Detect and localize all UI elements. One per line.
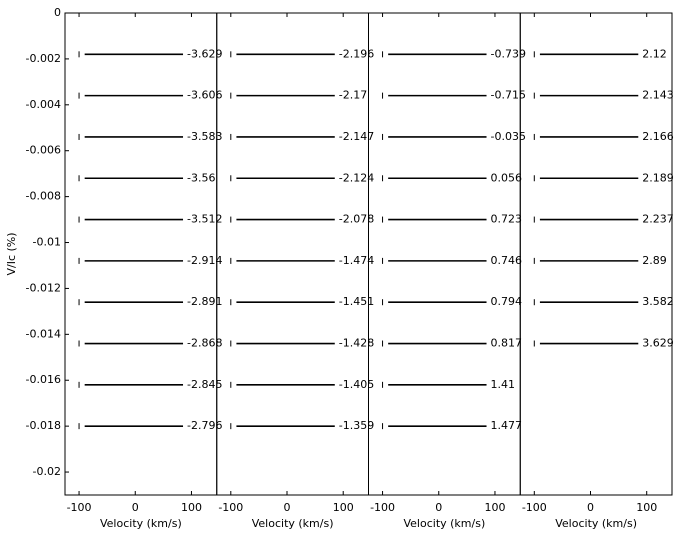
x-tick-label: 100 <box>636 501 657 514</box>
phase-label: -1.405 <box>339 378 374 391</box>
x-axis-label: Velocity (km/s) <box>100 517 182 530</box>
x-tick-label: 100 <box>181 501 202 514</box>
phase-label: 0.723 <box>491 213 523 226</box>
y-tick-label: -0.004 <box>26 98 61 111</box>
phase-label: -1.474 <box>339 254 374 267</box>
phase-label: 0.817 <box>491 337 523 350</box>
phase-label: -3.629 <box>187 47 222 60</box>
phase-label: -2.914 <box>187 254 222 267</box>
phase-label: -2.868 <box>187 337 222 350</box>
x-axis-label: Velocity (km/s) <box>403 517 485 530</box>
phase-label: 2.166 <box>642 130 674 143</box>
y-tick-label: -0.012 <box>26 281 61 294</box>
phase-label: -2.845 <box>187 378 222 391</box>
phase-label: 2.237 <box>642 213 674 226</box>
phase-label: -2.196 <box>339 47 374 60</box>
phase-label: -1.428 <box>339 337 374 350</box>
phase-label: -3.606 <box>187 89 222 102</box>
x-tick-label: 100 <box>484 501 505 514</box>
y-tick-label: -0.014 <box>26 327 61 340</box>
x-tick-label: -100 <box>370 501 395 514</box>
phase-label: -2.891 <box>187 295 222 308</box>
phase-label: -1.451 <box>339 295 374 308</box>
phase-label: -1.359 <box>339 419 374 432</box>
panel-frame <box>519 12 673 496</box>
phase-label: -0.739 <box>491 47 526 60</box>
x-tick-label: 100 <box>333 501 354 514</box>
phase-label: -3.512 <box>187 213 222 226</box>
phase-label: -0.715 <box>491 89 526 102</box>
x-tick-label: -100 <box>218 501 243 514</box>
y-tick-label: -0.01 <box>33 236 61 249</box>
phase-label: 3.582 <box>642 295 674 308</box>
x-tick-label: -100 <box>67 501 92 514</box>
phase-label: -2.796 <box>187 419 222 432</box>
phase-label: -2.078 <box>339 213 374 226</box>
phase-label: -2.124 <box>339 171 374 184</box>
phase-label: 1.477 <box>491 419 523 432</box>
x-tick-label: 0 <box>435 501 442 514</box>
x-axis-label: Velocity (km/s) <box>252 517 334 530</box>
phase-label: 3.629 <box>642 337 674 350</box>
phase-label: 1.41 <box>491 378 516 391</box>
y-tick-label: -0.006 <box>26 144 61 157</box>
x-tick-label: 0 <box>587 501 594 514</box>
phase-label: -3.583 <box>187 130 222 143</box>
phase-label: -2.17 <box>339 89 367 102</box>
y-tick-label: -0.008 <box>26 190 61 203</box>
phase-label: 2.12 <box>642 47 667 60</box>
y-tick-label: -0.018 <box>26 419 61 432</box>
phase-label: -0.035 <box>491 130 526 143</box>
x-axis-label: Velocity (km/s) <box>555 517 637 530</box>
phase-label: 0.794 <box>491 295 523 308</box>
phase-label: 0.746 <box>491 254 523 267</box>
phase-label: 0.056 <box>491 171 523 184</box>
x-tick-label: 0 <box>132 501 139 514</box>
x-tick-label: 0 <box>284 501 291 514</box>
x-tick-label: -100 <box>522 501 547 514</box>
phase-label: -2.147 <box>339 130 374 143</box>
phase-label: 2.89 <box>642 254 667 267</box>
y-tick-label: -0.02 <box>33 465 61 478</box>
phase-label: 2.143 <box>642 89 674 102</box>
phase-label: 2.189 <box>642 171 674 184</box>
phase-label: -3.56 <box>187 171 215 184</box>
y-tick-label: -0.016 <box>26 373 61 386</box>
y-axis-label: V/Ic (%) <box>5 232 18 275</box>
y-tick-label: -0.002 <box>26 52 61 65</box>
y-tick-label: 0 <box>54 6 61 19</box>
